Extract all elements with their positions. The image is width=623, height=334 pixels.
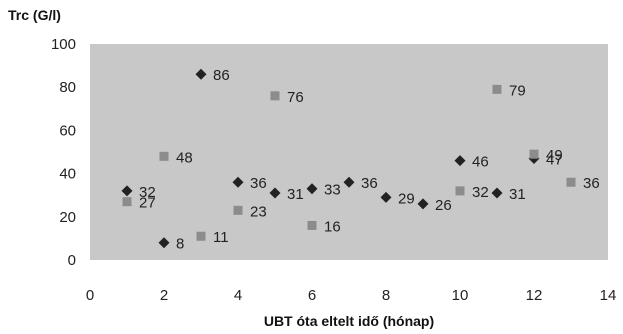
data-label: 79 (509, 82, 526, 99)
square-point (196, 231, 206, 241)
y-axis-title: Trc (G/l) (8, 7, 61, 23)
x-tick-label: 14 (600, 287, 617, 304)
data-label: 36 (583, 175, 600, 192)
data-label: 32 (139, 184, 156, 201)
y-tick-label: 80 (59, 79, 76, 96)
data-label: 31 (509, 186, 526, 203)
data-label: 29 (398, 190, 415, 207)
plot-area (90, 44, 608, 260)
data-label: 36 (250, 175, 267, 192)
chart-marks (121, 68, 576, 249)
data-label: 23 (250, 203, 267, 220)
data-label: 47 (546, 151, 563, 168)
diamond-point (121, 185, 133, 197)
square-point (122, 197, 132, 207)
data-label: 36 (361, 175, 378, 192)
x-tick-label: 10 (452, 287, 469, 304)
data-label: 48 (176, 149, 193, 166)
diamond-point (232, 176, 244, 188)
square-point (492, 84, 502, 94)
data-label: 49 (546, 147, 563, 164)
x-tick-label: 8 (382, 287, 390, 304)
data-label: 76 (287, 89, 304, 106)
diamond-point (380, 191, 392, 203)
data-label: 31 (287, 186, 304, 203)
x-tick-label: 12 (526, 287, 543, 304)
square-point (270, 91, 280, 101)
x-axis-title: UBT óta eltelt idő (hónap) (264, 313, 434, 329)
square-point (233, 205, 243, 215)
diamond-point (417, 198, 429, 210)
data-label: 33 (324, 182, 341, 199)
diamond-point (306, 183, 318, 195)
diamond-point (454, 155, 466, 167)
y-axis-ticks: 0 20 40 60 80 100 (51, 36, 76, 269)
data-label: 86 (213, 67, 230, 84)
x-tick-label: 2 (160, 287, 168, 304)
square-point (159, 151, 169, 161)
diamond-point (269, 187, 281, 199)
diamond-point (158, 237, 170, 249)
square-point (455, 186, 465, 196)
diamond-point (195, 68, 207, 80)
data-labels: 32 8 86 36 31 33 36 29 26 46 31 47 27 48 11 23 76 16 32 79 4… (139, 67, 600, 252)
y-tick-label: 40 (59, 166, 76, 183)
diamond-point (343, 176, 355, 188)
y-tick-label: 20 (59, 209, 76, 226)
square-point (307, 220, 317, 230)
y-tick-label: 100 (51, 36, 76, 53)
x-axis-ticks: 0 2 4 6 8 10 12 14 (86, 287, 617, 304)
data-label: 26 (435, 197, 452, 214)
data-label: 46 (472, 154, 489, 171)
square-point (566, 177, 576, 187)
data-label: 32 (472, 184, 489, 201)
y-tick-label: 0 (68, 252, 76, 269)
data-label: 11 (213, 229, 229, 246)
diamond-point (491, 187, 503, 199)
x-tick-label: 4 (234, 287, 242, 304)
x-tick-label: 6 (308, 287, 316, 304)
data-label: 27 (139, 195, 156, 212)
data-label: 8 (176, 236, 184, 253)
y-tick-label: 60 (59, 122, 76, 139)
square-point (529, 149, 539, 159)
x-tick-label: 0 (86, 287, 94, 304)
data-label: 16 (324, 218, 341, 235)
